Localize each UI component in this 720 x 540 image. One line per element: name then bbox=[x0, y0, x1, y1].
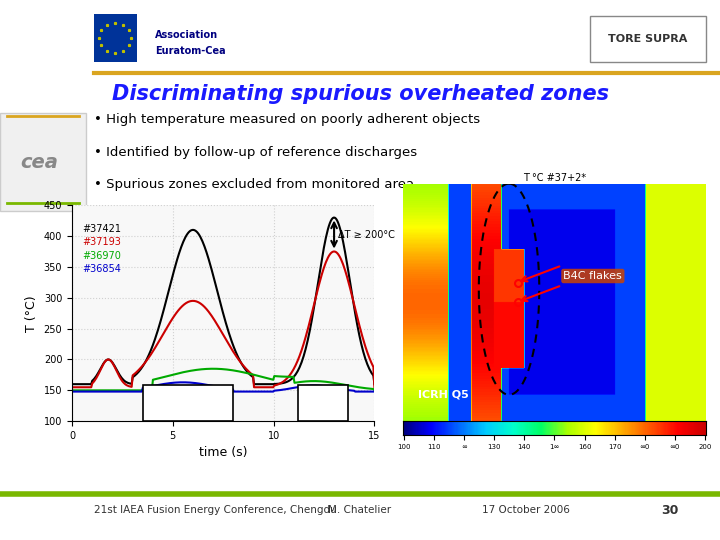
Text: B4C flakes: B4C flakes bbox=[564, 271, 622, 281]
Text: Q2: Q2 bbox=[315, 402, 331, 412]
Text: Association: Association bbox=[155, 30, 218, 40]
Text: TORE SUPRA: TORE SUPRA bbox=[608, 34, 688, 44]
Text: Euratom-Cea: Euratom-Cea bbox=[155, 46, 225, 56]
Text: cea: cea bbox=[21, 152, 58, 172]
Text: • High temperature measured on poorly adherent objects: • High temperature measured on poorly ad… bbox=[94, 113, 480, 126]
FancyBboxPatch shape bbox=[0, 113, 86, 211]
Text: ICRH Q5: ICRH Q5 bbox=[418, 389, 469, 400]
Bar bbox=[143, 386, 233, 421]
Text: 17 October 2006: 17 October 2006 bbox=[482, 505, 570, 515]
FancyBboxPatch shape bbox=[590, 16, 706, 62]
Text: Discriminating spurious overheated zones: Discriminating spurious overheated zones bbox=[112, 84, 608, 104]
Text: ΔT ≥ 200°C: ΔT ≥ 200°C bbox=[338, 230, 395, 240]
FancyBboxPatch shape bbox=[94, 14, 137, 62]
Text: #36970: #36970 bbox=[82, 251, 121, 261]
Text: X-AXIS (px): X-AXIS (px) bbox=[533, 424, 583, 433]
Text: #37193: #37193 bbox=[82, 237, 121, 247]
Y-axis label: T (°C): T (°C) bbox=[25, 295, 38, 332]
Text: • Identified by follow-up of reference discharges: • Identified by follow-up of reference d… bbox=[94, 146, 417, 159]
Bar bbox=[298, 386, 348, 421]
Text: • Spurious zones excluded from monitored area: • Spurious zones excluded from monitored… bbox=[94, 178, 414, 191]
Text: Q1: Q1 bbox=[180, 402, 196, 412]
Text: 21st IAEA Fusion Energy Conference, Chengdu: 21st IAEA Fusion Energy Conference, Chen… bbox=[94, 505, 336, 515]
Text: M. Chatelier: M. Chatelier bbox=[328, 505, 392, 515]
Text: 30: 30 bbox=[661, 504, 678, 517]
Text: #36854: #36854 bbox=[82, 265, 121, 274]
Text: #37421: #37421 bbox=[82, 224, 121, 234]
Title: T °C #37+2*: T °C #37+2* bbox=[523, 173, 586, 183]
X-axis label: time (s): time (s) bbox=[199, 447, 248, 460]
